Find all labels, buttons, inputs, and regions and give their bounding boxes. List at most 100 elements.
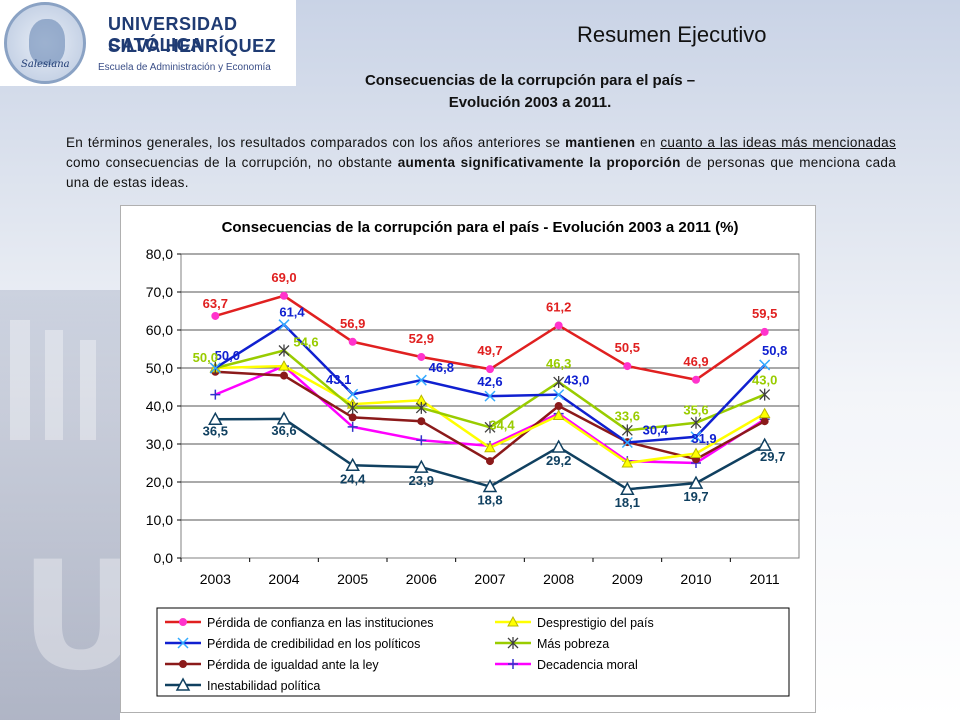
data-label: 30,4 <box>643 422 669 437</box>
data-point <box>621 456 634 468</box>
data-label: 49,7 <box>477 343 502 358</box>
data-point <box>484 421 496 434</box>
data-point <box>554 321 563 330</box>
data-point <box>347 421 358 432</box>
data-label: 46,9 <box>683 354 708 369</box>
para-part-6: aumenta significativamente la proporción <box>397 155 681 170</box>
school-name: Escuela de Administración y Economía <box>98 62 271 73</box>
line-chart: Consecuencias de la corrupción para el p… <box>146 219 800 697</box>
data-point <box>417 417 426 426</box>
para-part-4: cuanto a las ideas más mencionadas <box>660 135 896 150</box>
data-label: 36,6 <box>271 423 296 438</box>
data-point <box>760 417 769 426</box>
university-seal-icon: Salesiana <box>4 2 86 84</box>
y-tick-label: 40,0 <box>146 398 173 414</box>
para-part-2: mantienen <box>565 135 636 150</box>
data-point <box>280 291 288 300</box>
data-label: 18,8 <box>477 493 502 508</box>
legend-marker <box>508 659 518 669</box>
subtitle-line1: Consecuencias de la corrupción para el p… <box>364 72 696 89</box>
data-point <box>278 319 290 331</box>
background-building <box>0 290 120 720</box>
data-point <box>621 436 633 449</box>
data-point <box>415 401 427 414</box>
data-label: 19,7 <box>683 489 708 504</box>
data-point <box>348 337 357 346</box>
y-tick-label: 0,0 <box>154 550 174 566</box>
data-point <box>276 411 292 425</box>
x-tick-label: 2003 <box>200 571 231 587</box>
y-tick-label: 20,0 <box>146 474 173 490</box>
data-point <box>554 402 563 410</box>
data-label: 63,7 <box>203 296 228 311</box>
university-name-line2: SILVA HENRÍQUEZ <box>108 36 277 56</box>
data-point <box>278 360 290 371</box>
data-point <box>280 371 288 380</box>
chart-container: Consecuencias de la corrupción para el p… <box>120 205 816 713</box>
x-tick-label: 2011 <box>750 571 780 587</box>
y-tick-label: 60,0 <box>146 322 173 338</box>
data-point <box>759 388 771 401</box>
legend-marker <box>179 618 187 626</box>
y-tick-label: 30,0 <box>146 436 173 452</box>
data-point <box>690 447 702 458</box>
data-label: 50,5 <box>615 340 640 355</box>
data-label: 50,0 <box>193 350 218 365</box>
data-point <box>486 457 494 466</box>
data-label: 61,2 <box>546 299 571 314</box>
data-point <box>759 359 771 371</box>
slide-subtitle: Consecuencias de la corrupción para el p… <box>260 70 800 114</box>
data-label: 50,8 <box>762 343 787 358</box>
data-label: 42,6 <box>477 374 502 389</box>
y-tick-label: 80,0 <box>146 246 173 262</box>
data-point <box>414 459 429 473</box>
data-point <box>347 401 359 414</box>
data-label: 29,7 <box>760 449 785 464</box>
data-label: 69,0 <box>271 270 296 285</box>
x-tick-label: 2007 <box>474 571 505 587</box>
seal-word: Salesiana <box>21 59 70 70</box>
data-point <box>484 441 496 453</box>
data-point <box>278 344 290 357</box>
data-label: 36,5 <box>203 423 228 438</box>
data-point <box>551 439 566 453</box>
x-tick-label: 2005 <box>337 571 368 587</box>
data-label: 33,6 <box>615 408 640 423</box>
y-tick-label: 70,0 <box>146 284 173 300</box>
y-tick-label: 10,0 <box>146 512 173 528</box>
data-point <box>416 435 427 446</box>
data-label: 35,6 <box>683 403 708 418</box>
legend-marker <box>507 615 519 627</box>
data-point <box>688 475 704 489</box>
legend-label: Decadencia moral <box>537 658 638 672</box>
slide-label: Resumen Ejecutivo <box>577 22 767 47</box>
y-tick-label: 50,0 <box>146 360 173 376</box>
x-tick-label: 2008 <box>543 571 574 587</box>
data-label: 43,0 <box>752 373 777 388</box>
x-tick-label: 2006 <box>406 571 437 587</box>
data-point <box>757 437 772 451</box>
data-point <box>760 327 769 336</box>
data-label: 54,6 <box>293 335 318 350</box>
data-label: 23,9 <box>409 473 434 488</box>
para-part-1: En términos generales, los resultados co… <box>66 135 561 150</box>
para-part-7: de personas que menciona cada una de est… <box>66 155 897 190</box>
data-point <box>345 457 360 472</box>
data-label: 50,0 <box>215 348 240 363</box>
data-point <box>621 424 633 437</box>
data-point <box>758 407 771 419</box>
university-name-line1: UNIVERSIDAD CATÓLICA <box>108 14 238 55</box>
chart-title: Consecuencias de la corrupción para el p… <box>222 219 739 236</box>
data-point <box>210 389 221 400</box>
data-label: 24,4 <box>340 471 366 486</box>
data-label: 46,3 <box>546 356 571 371</box>
data-point <box>552 409 565 420</box>
data-point <box>692 375 700 384</box>
legend-marker <box>177 637 189 649</box>
para-part-3: en <box>635 135 661 150</box>
legend-marker <box>175 677 191 691</box>
legend <box>156 607 790 697</box>
data-label: 43,0 <box>564 373 589 388</box>
data-label: 31,9 <box>691 431 716 446</box>
legend-label: Pérdida de confianza en las institucione… <box>207 616 434 630</box>
